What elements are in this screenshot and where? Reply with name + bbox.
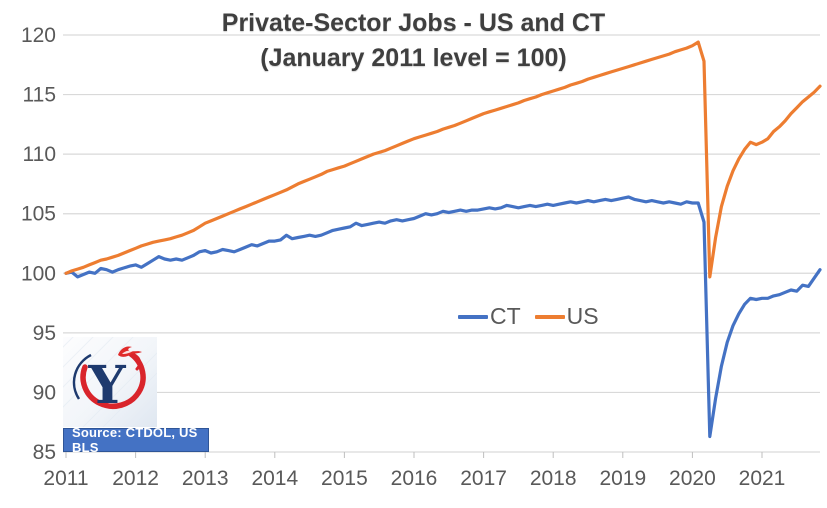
- y-axis-label-90: 90: [33, 381, 56, 404]
- y-axis-label-105: 105: [21, 203, 56, 226]
- source-badge-label: Source: CTDOL, US BLS: [72, 425, 198, 455]
- x-axis-label-2014: 2014: [251, 467, 298, 490]
- y-axis-label-95: 95: [33, 322, 56, 345]
- organization-logo: Y: [42, 316, 174, 448]
- y-axis-label-85: 85: [33, 441, 56, 464]
- x-axis-label-2018: 2018: [530, 467, 577, 490]
- source-badge: Source: CTDOL, US BLS: [63, 425, 209, 455]
- chart-title-block: Private-Sector Jobs - US and CT (January…: [0, 6, 827, 76]
- legend-item-us: US: [534, 303, 599, 330]
- legend-label-us: US: [566, 303, 599, 329]
- y-axis-label-110: 110: [23, 143, 56, 166]
- x-axis-label-2020: 2020: [669, 467, 716, 490]
- legend-item-ct: CT: [458, 303, 521, 330]
- x-axis-label-2011: 2011: [43, 467, 88, 490]
- svg-text:Y: Y: [87, 355, 126, 416]
- us-line: [64, 40, 822, 279]
- y-axis-label-120: 120: [21, 24, 56, 47]
- ct-line: [64, 195, 822, 439]
- y-axis-label-100: 100: [21, 262, 56, 285]
- ct-line-swatch-icon: [458, 314, 488, 319]
- legend-label-ct: CT: [490, 303, 521, 329]
- x-axis-label-2012: 2012: [112, 467, 159, 490]
- x-axis-label-2017: 2017: [460, 467, 507, 490]
- x-axis-label-2016: 2016: [391, 467, 438, 490]
- chart-legend: CT US: [458, 303, 613, 330]
- chart-subtitle: (January 2011 level = 100): [260, 44, 567, 72]
- x-axis-label-2013: 2013: [182, 467, 229, 490]
- chart-title: Private-Sector Jobs - US and CT: [221, 9, 606, 37]
- x-axis-label-2015: 2015: [321, 467, 368, 490]
- us-line-swatch-icon: [534, 314, 565, 319]
- y-torch-logo-icon: Y: [42, 316, 174, 448]
- x-axis-label-2021: 2021: [739, 467, 786, 490]
- y-axis-label-115: 115: [23, 84, 56, 107]
- x-axis-label-2019: 2019: [599, 467, 646, 490]
